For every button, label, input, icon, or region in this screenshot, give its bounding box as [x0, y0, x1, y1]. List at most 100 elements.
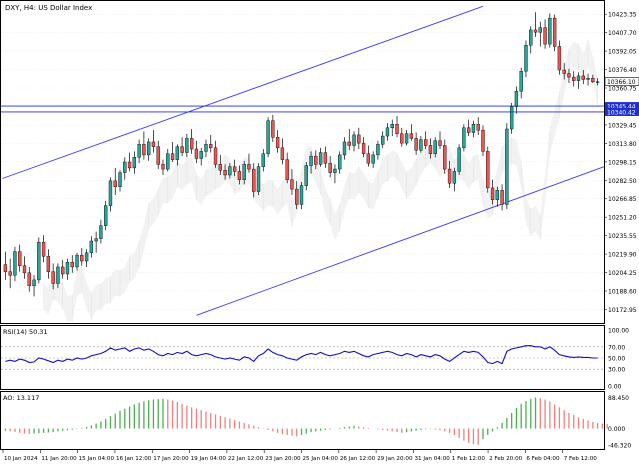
candle-bear [180, 146, 184, 153]
candle-bear [218, 164, 222, 171]
candle-bull [457, 147, 461, 172]
candle-bull [118, 172, 122, 187]
candle-bear [223, 170, 227, 176]
candle-bear [567, 73, 571, 78]
candle-bear [543, 27, 547, 45]
candle-bear [557, 46, 562, 71]
time-tick-label: 15 Jan 04:00 [79, 456, 115, 462]
candle-bull [99, 225, 103, 239]
time-tick-label: 23 Jan 20:00 [265, 456, 301, 462]
candle-bull [304, 165, 308, 186]
candle-bear [156, 146, 160, 165]
candle-bull [576, 75, 581, 81]
price-tick-label: 10282.50 [608, 178, 637, 185]
horizontal-levels [1, 105, 604, 113]
price-tick-label: 10251.20 [608, 215, 637, 222]
candle-bear [127, 161, 132, 169]
candle-bull [376, 144, 380, 156]
candle-bull [56, 266, 60, 284]
rsi-panel: 100.00 70.00 50.00 30.00 0.00 [1, 328, 629, 391]
candle-bear [572, 76, 576, 81]
ao-label: AO: 13.117 [3, 394, 39, 402]
level-tag [605, 107, 639, 116]
candle-bull [89, 240, 94, 253]
level-tag-label: 10345.44 [607, 103, 636, 110]
channel-lower-line [196, 166, 605, 316]
candle-bull [32, 279, 36, 287]
candle-bull [132, 157, 137, 169]
candle-bull [419, 139, 423, 151]
candle-bull [462, 127, 466, 149]
candle-bull [94, 238, 98, 242]
ao-tick-label: 88.450 [608, 395, 629, 402]
candle-bear [80, 254, 84, 262]
candle-bull [84, 252, 89, 262]
candle-bear [213, 147, 218, 165]
candle-bear [232, 166, 237, 172]
candle-bear [466, 127, 471, 133]
candle-bear [161, 164, 165, 170]
current-price-tag [604, 77, 639, 87]
ichimoku-cloud [43, 39, 598, 322]
candle-bear [486, 151, 490, 189]
candle-bull [204, 144, 208, 152]
level-tag [605, 102, 639, 111]
candle-bull [199, 151, 203, 159]
candle-bear [428, 145, 433, 154]
price-tick-label: 10188.60 [608, 288, 637, 295]
candle-bull [13, 251, 17, 276]
candle-bear [581, 75, 585, 80]
price-tick-label: 10423.35 [608, 12, 637, 19]
price-tick-label: 10172.95 [608, 307, 637, 314]
time-tick-label: 2 Feb 20:00 [489, 456, 523, 462]
price-tick-label: 10313.80 [608, 141, 637, 148]
time-axis: 10 Jan 2024 11 Jan 20:00 15 Jan 04:00 16 Ja… [2, 450, 597, 462]
candle-bear [476, 124, 480, 131]
rsi-panel-frame [0, 325, 605, 390]
candle-bear [562, 69, 566, 74]
candle-bull [371, 154, 375, 164]
candle-bull [309, 155, 313, 166]
candle-bear [295, 188, 299, 205]
candle-bull [509, 106, 514, 130]
ao-tick-label: -46.320 [608, 442, 631, 449]
candle-bear [400, 133, 404, 144]
price-tick-label: 10407.70 [608, 30, 637, 37]
rsi-line [5, 345, 598, 365]
candle-bear [3, 264, 8, 272]
candle-bull [452, 171, 457, 184]
candle-bear [194, 148, 199, 159]
candle-bear [552, 17, 557, 47]
candle-bull [519, 71, 523, 92]
candle-bear [46, 256, 51, 272]
candle-bear [366, 153, 371, 164]
candle-bear [347, 141, 351, 146]
candle-bull [166, 153, 170, 170]
candle-bear [314, 155, 318, 165]
price-tick-label: 10376.40 [608, 67, 637, 74]
candle-bull [524, 45, 528, 72]
candle-bear [151, 141, 156, 147]
candle-bear [361, 142, 366, 154]
candle-bear [423, 139, 428, 146]
candle-bull [338, 154, 342, 170]
price-tick-label: 10235.55 [608, 233, 637, 240]
price-tick-label: 10266.85 [608, 196, 637, 203]
candle-bear [443, 145, 447, 170]
time-tick-label: 16 Jan 12:00 [116, 456, 152, 462]
candle-bull [37, 241, 41, 281]
price-tick-label: 10204.25 [608, 270, 637, 277]
candle-bull [108, 180, 113, 206]
price-tick-label: 10329.45 [608, 122, 637, 129]
candle-bear [189, 138, 194, 150]
candle-bull [185, 138, 189, 153]
price-axis: 10423.35 10407.70 10392.05 10376.40 10360.75… [604, 12, 639, 314]
candle-bull [385, 127, 390, 137]
price-tick-label: 10392.05 [608, 49, 637, 56]
candle-bear [395, 124, 399, 134]
candles [3, 12, 600, 297]
candle-bear [41, 241, 46, 257]
candle-bull [333, 168, 337, 173]
